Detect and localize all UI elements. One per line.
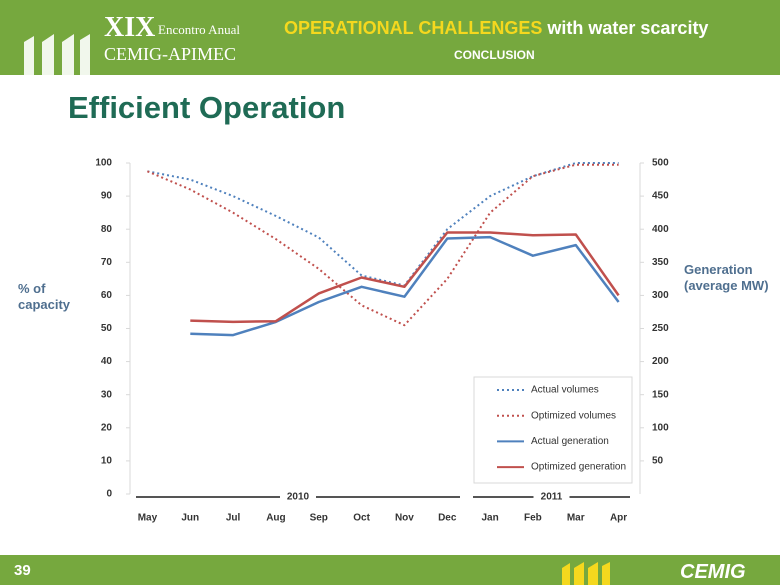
chart: 0 10 20 30 40 50 60 70 80 90 100 50 100 150 200 250 300 3… <box>95 158 669 524</box>
event-numeral: XIX <box>104 12 156 43</box>
y2-tick-label: 100 <box>652 422 669 433</box>
header-title-rest: with water scarcity <box>547 18 709 38</box>
x-tick-label: Jan <box>481 513 498 524</box>
year-label: 2010 <box>287 492 310 503</box>
x-tick-label: Nov <box>395 513 414 524</box>
legend-label: Optimized generation <box>531 462 626 473</box>
y-tick-label: 20 <box>101 422 113 433</box>
x-tick-label: Jun <box>181 513 199 524</box>
y-tick-label: 50 <box>101 323 113 334</box>
event-line: Encontro Anual <box>158 22 240 37</box>
y2-tick-label: 50 <box>652 456 664 467</box>
y-tick-label: 70 <box>101 257 113 268</box>
y2-tick-label: 350 <box>652 257 669 268</box>
y-tick-label: 100 <box>95 158 112 169</box>
series-line <box>190 231 620 324</box>
y2-axis-label: Generation (average MW) <box>684 262 769 293</box>
x-tick-label: Apr <box>610 513 627 524</box>
event-line: CEMIG-APIMEC <box>104 44 237 64</box>
y-tick-label: 60 <box>101 290 113 301</box>
y-tick-label: 30 <box>101 389 113 400</box>
legend-label: Optimized volumes <box>531 410 616 421</box>
y-tick-label: 10 <box>101 456 113 467</box>
slide-title: Efficient Operation <box>68 90 346 125</box>
x-tick-label: Oct <box>353 513 370 524</box>
y2-tick-label: 400 <box>652 224 669 235</box>
footer-icon <box>562 562 610 585</box>
y2-tick-label: 200 <box>652 356 669 367</box>
legend-label: Actual generation <box>531 436 609 447</box>
y-axis-label: % of capacity <box>18 281 71 312</box>
x-tick-label: Sep <box>310 513 328 524</box>
y2-tick-label: 250 <box>652 323 669 334</box>
y2-tick-label: 500 <box>652 158 669 169</box>
y2-tick-label: 450 <box>652 191 669 202</box>
page-number: 39 <box>14 562 31 579</box>
x-tick-label: Feb <box>524 513 542 524</box>
series-line <box>190 235 620 337</box>
y-tick-label: 0 <box>106 489 112 500</box>
header-logo <box>24 34 90 75</box>
y2-tick-label: 300 <box>652 290 669 301</box>
y-tick-label: 40 <box>101 356 113 367</box>
series-line <box>147 163 619 327</box>
y-tick-label: 80 <box>101 224 113 235</box>
y-tick-label: 90 <box>101 191 113 202</box>
x-tick-label: Aug <box>266 513 285 524</box>
legend-box <box>473 376 633 484</box>
x-tick-label: May <box>138 513 158 524</box>
header-title-highlight: OPERATIONAL CHALLENGES <box>284 18 543 38</box>
year-label: 2011 <box>541 492 563 503</box>
section-label: CONCLUSION <box>454 48 535 62</box>
x-tick-label: Mar <box>567 513 585 524</box>
series-line <box>147 162 619 287</box>
x-tick-label: Jul <box>226 513 241 524</box>
header-band <box>0 0 780 75</box>
y2-tick-label: 150 <box>652 389 669 400</box>
footer-logo: CEMIG <box>680 561 746 583</box>
footer-band <box>0 555 780 585</box>
x-tick-label: Dec <box>438 513 457 524</box>
legend-label: Actual volumes <box>531 385 599 396</box>
header-title: OPERATIONAL CHALLENGES with water scarci… <box>284 18 708 39</box>
